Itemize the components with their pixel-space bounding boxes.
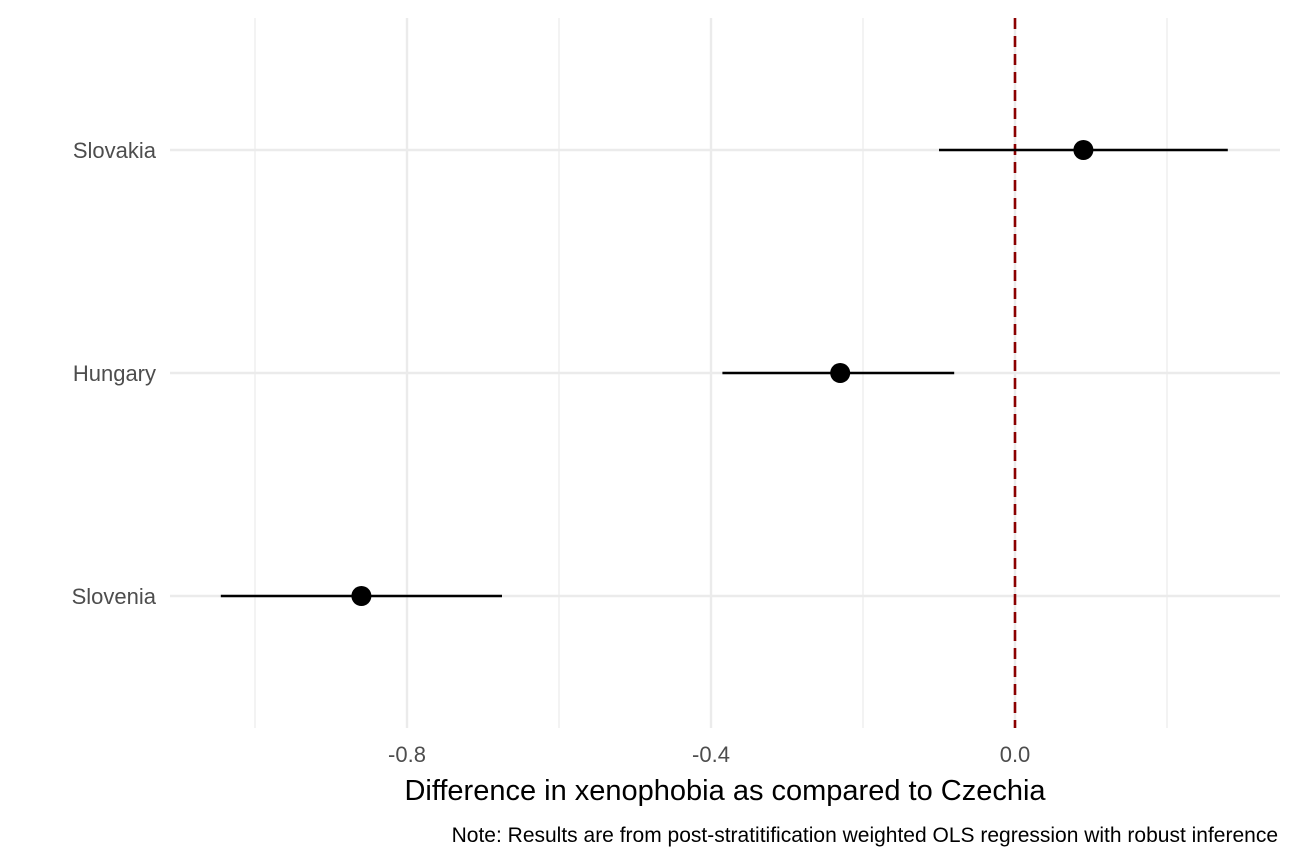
point-slovenia [351, 586, 372, 606]
x-tick-label: -0.8 [388, 742, 426, 767]
data-marks [220, 140, 1228, 606]
chart-caption: Note: Results are from post-stratitifica… [452, 824, 1278, 847]
x-tick-labels: -0.8 -0.4 0.0 [388, 742, 1030, 767]
point-slovakia [1073, 140, 1094, 160]
y-tick-label: Hungary [73, 361, 156, 386]
x-axis-title: Difference in xenophobia as compared to … [404, 775, 1046, 807]
y-tick-labels: Slovakia Hungary Slovenia [72, 138, 157, 609]
point-hungary [830, 363, 851, 383]
y-tick-label: Slovenia [72, 584, 157, 609]
y-tick-label: Slovakia [73, 138, 157, 163]
x-tick-label: -0.4 [692, 742, 730, 767]
x-tick-label: 0.0 [1000, 742, 1031, 767]
